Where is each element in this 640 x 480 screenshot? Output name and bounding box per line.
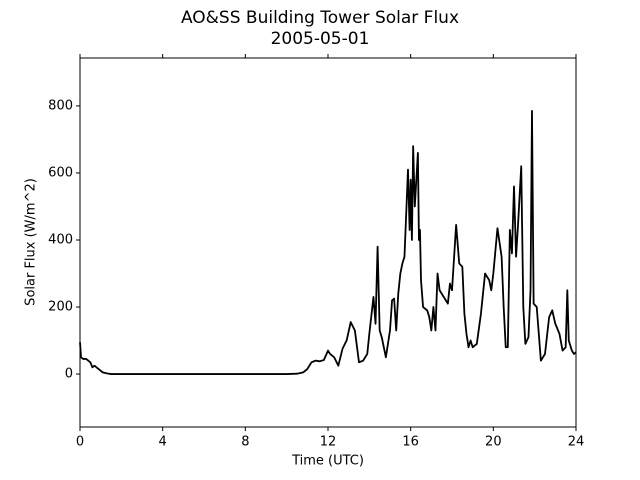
x-axis-label: Time (UTC) [291, 454, 364, 469]
y-tick-label: 800 [48, 98, 73, 113]
y-tick-label: 400 [48, 232, 73, 247]
plot-frame [79, 57, 577, 428]
x-tick-label: 24 [568, 435, 585, 450]
y-tick-label: 200 [48, 300, 73, 315]
y-axis-label: Solar Flux (W/m^2) [24, 178, 39, 306]
x-tick-label: 12 [320, 435, 337, 450]
y-tick-label: 0 [65, 367, 73, 382]
x-tick-label: 16 [402, 435, 419, 450]
y-tick-label: 600 [48, 165, 73, 180]
x-tick-label: 8 [241, 435, 249, 450]
x-tick-label: 0 [76, 435, 84, 450]
x-tick-label: 20 [485, 435, 502, 450]
chart-title: AO&SS Building Tower Solar Flux [181, 8, 459, 28]
chart-subtitle: 2005-05-01 [271, 29, 370, 49]
line-series [79, 110, 577, 375]
x-tick-label: 4 [159, 435, 167, 450]
